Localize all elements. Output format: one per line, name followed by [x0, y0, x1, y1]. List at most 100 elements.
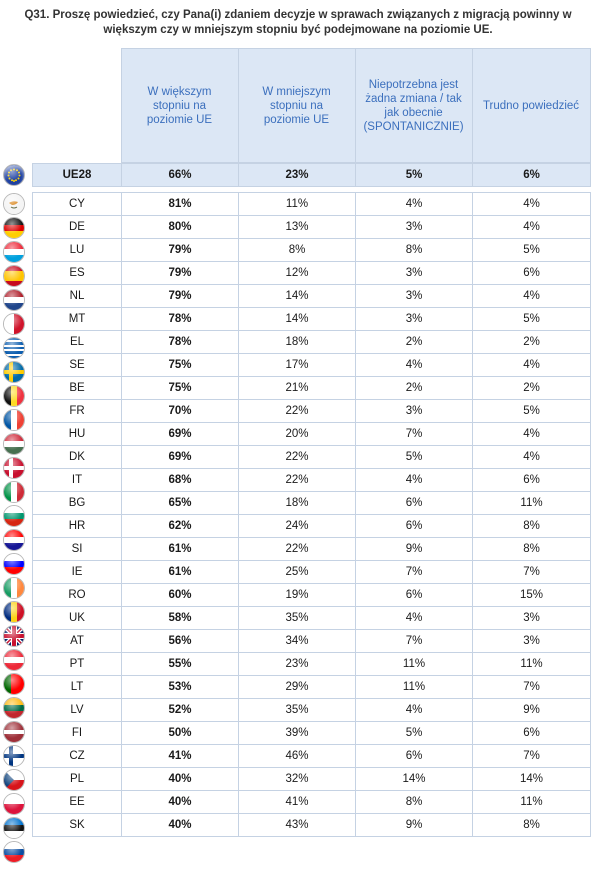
value-no-change: 6% — [355, 744, 473, 768]
value-no-change: 4% — [355, 192, 473, 216]
table-row: IE 61% 25% 7% 7% — [32, 560, 591, 584]
value-no-change: 14% — [355, 767, 473, 791]
value-dont-know: 7% — [472, 744, 591, 768]
country-code: HU — [32, 422, 122, 446]
value-dont-know: 6% — [472, 721, 591, 745]
value-more-eu: 79% — [121, 261, 239, 285]
table-row: DE 80% 13% 3% 4% — [32, 215, 591, 239]
table-row: CZ 41% 46% 6% 7% — [32, 744, 591, 768]
value-dont-know: 14% — [472, 767, 591, 791]
table-row: LT 53% 29% 11% 7% — [32, 675, 591, 699]
flag-cz-icon — [3, 769, 25, 791]
value-more-eu: 78% — [121, 330, 239, 354]
value-less-eu: 43% — [238, 813, 356, 837]
value-more-eu: 78% — [121, 307, 239, 331]
value-no-change: 3% — [355, 261, 473, 285]
value-dont-know: 5% — [472, 399, 591, 423]
value-no-change: 3% — [355, 284, 473, 308]
column-header-dont-know: Trudno powiedzieć — [471, 48, 591, 163]
value-no-change: 7% — [355, 422, 473, 446]
flag-be-icon — [3, 385, 25, 407]
value-less-eu: 11% — [238, 192, 356, 216]
value-less-eu: 34% — [238, 629, 356, 653]
value-less-eu: 14% — [238, 284, 356, 308]
ue28-value-less-eu: 23% — [238, 163, 356, 187]
country-code: IT — [32, 468, 122, 492]
flag-pl-icon — [3, 793, 25, 815]
country-code: FI — [32, 721, 122, 745]
value-no-change: 5% — [355, 721, 473, 745]
flag-sk-icon — [3, 841, 25, 863]
country-code: AT — [32, 629, 122, 653]
value-no-change: 4% — [355, 698, 473, 722]
flag-nl-icon — [3, 289, 25, 311]
table-row: NL 79% 14% 3% 4% — [32, 284, 591, 308]
value-no-change: 2% — [355, 376, 473, 400]
value-dont-know: 4% — [472, 445, 591, 469]
country-code: ES — [32, 261, 122, 285]
country-code: MT — [32, 307, 122, 331]
flag-ie-icon — [3, 577, 25, 599]
country-code: IE — [32, 560, 122, 584]
value-less-eu: 25% — [238, 560, 356, 584]
value-no-change: 11% — [355, 652, 473, 676]
country-code: BG — [32, 491, 122, 515]
value-less-eu: 21% — [238, 376, 356, 400]
flag-de-icon — [3, 217, 25, 239]
value-more-eu: 60% — [121, 583, 239, 607]
value-no-change: 9% — [355, 813, 473, 837]
ue28-value-more-eu: 66% — [121, 163, 239, 187]
value-no-change: 6% — [355, 491, 473, 515]
value-less-eu: 8% — [238, 238, 356, 262]
country-code: DK — [32, 445, 122, 469]
value-dont-know: 3% — [472, 629, 591, 653]
country-code: LV — [32, 698, 122, 722]
value-more-eu: 41% — [121, 744, 239, 768]
flag-ee-icon — [3, 817, 25, 839]
table-row: HR 62% 24% 6% 8% — [32, 514, 591, 538]
value-no-change: 11% — [355, 675, 473, 699]
country-code: DE — [32, 215, 122, 239]
value-dont-know: 8% — [472, 813, 591, 837]
country-code: NL — [32, 284, 122, 308]
value-less-eu: 23% — [238, 652, 356, 676]
country-code: UK — [32, 606, 122, 630]
value-no-change: 3% — [355, 399, 473, 423]
ue28-label: UE28 — [32, 163, 122, 187]
table-row: LV 52% 35% 4% 9% — [32, 698, 591, 722]
country-code: CZ — [32, 744, 122, 768]
country-code: PT — [32, 652, 122, 676]
value-more-eu: 61% — [121, 537, 239, 561]
value-dont-know: 4% — [472, 215, 591, 239]
value-more-eu: 80% — [121, 215, 239, 239]
country-code: BE — [32, 376, 122, 400]
table-row: SE 75% 17% 4% 4% — [32, 353, 591, 377]
value-less-eu: 17% — [238, 353, 356, 377]
value-more-eu: 58% — [121, 606, 239, 630]
table-row: PL 40% 32% 14% 14% — [32, 767, 591, 791]
table-row: DK 69% 22% 5% 4% — [32, 445, 591, 469]
country-code: CY — [32, 192, 122, 216]
table-row: EE 40% 41% 8% 11% — [32, 790, 591, 814]
value-dont-know: 2% — [472, 330, 591, 354]
value-less-eu: 22% — [238, 399, 356, 423]
value-less-eu: 13% — [238, 215, 356, 239]
value-no-change: 8% — [355, 238, 473, 262]
flag-se-icon — [3, 361, 25, 383]
question-title: Q31. Proszę powiedzieć, czy Pana(i) zdan… — [0, 8, 596, 38]
table-row: ES 79% 12% 3% 6% — [32, 261, 591, 285]
value-more-eu: 69% — [121, 445, 239, 469]
value-more-eu: 61% — [121, 560, 239, 584]
table-row: LU 79% 8% 8% 5% — [32, 238, 591, 262]
eu-flag-icon — [3, 164, 25, 186]
value-less-eu: 19% — [238, 583, 356, 607]
value-no-change: 3% — [355, 307, 473, 331]
value-less-eu: 22% — [238, 445, 356, 469]
flag-hr-icon — [3, 529, 25, 551]
country-code: PL — [32, 767, 122, 791]
column-header-no-change: Niepotrzebna jest żadna zmiana / tak jak… — [354, 48, 473, 163]
value-less-eu: 14% — [238, 307, 356, 331]
flag-uk-icon — [3, 625, 25, 647]
value-less-eu: 22% — [238, 537, 356, 561]
flag-pt-icon — [3, 673, 25, 695]
